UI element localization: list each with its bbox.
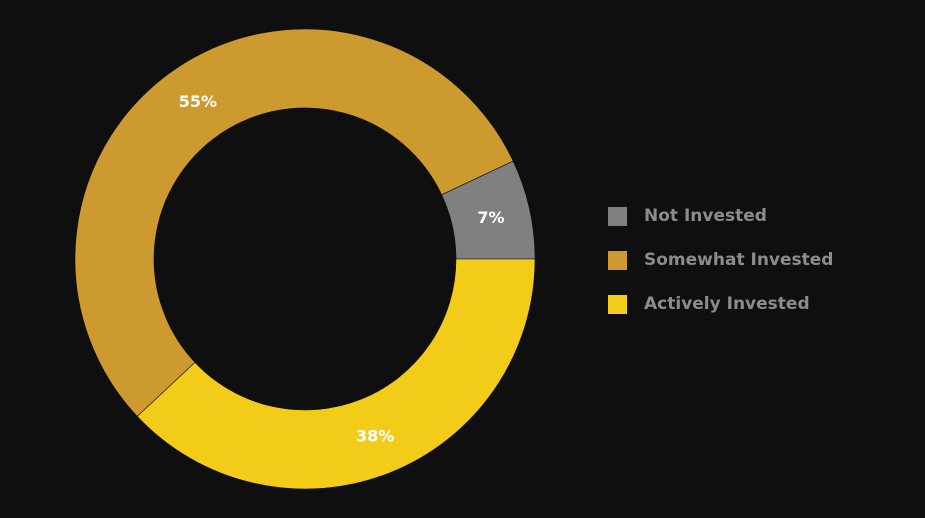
- chart-legend: Not Invested Somewhat Invested Actively …: [608, 202, 833, 334]
- legend-swatch-actively-invested: [608, 294, 627, 314]
- slice-label-somewhat-invested: 55%: [179, 92, 217, 111]
- legend-item-actively-invested[interactable]: Actively Invested: [608, 290, 833, 318]
- legend-item-not-invested[interactable]: Not Invested: [608, 202, 833, 230]
- slice-actively-invested[interactable]: [136, 258, 536, 490]
- legend-label-actively-invested: Actively Invested: [644, 294, 810, 314]
- legend-swatch-not-invested: [608, 206, 627, 226]
- slice-label-not-invested: 7%: [477, 208, 504, 227]
- slice-somewhat-invested[interactable]: [74, 28, 514, 417]
- legend-swatch-somewhat-invested: [608, 250, 627, 270]
- legend-label-somewhat-invested: Somewhat Invested: [644, 250, 834, 270]
- legend-item-somewhat-invested[interactable]: Somewhat Invested: [608, 246, 833, 274]
- donut-slices: [74, 28, 536, 490]
- slice-label-actively-invested: 38%: [356, 427, 394, 446]
- donut-slice-labels: 7% 55% 38%: [179, 92, 505, 446]
- legend-label-not-invested: Not Invested: [644, 206, 767, 226]
